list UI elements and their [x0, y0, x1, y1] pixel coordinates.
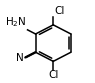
Text: N: N — [16, 53, 24, 63]
Text: H$_2$N: H$_2$N — [5, 16, 27, 29]
Text: Cl: Cl — [48, 70, 58, 80]
Text: Cl: Cl — [54, 6, 65, 16]
